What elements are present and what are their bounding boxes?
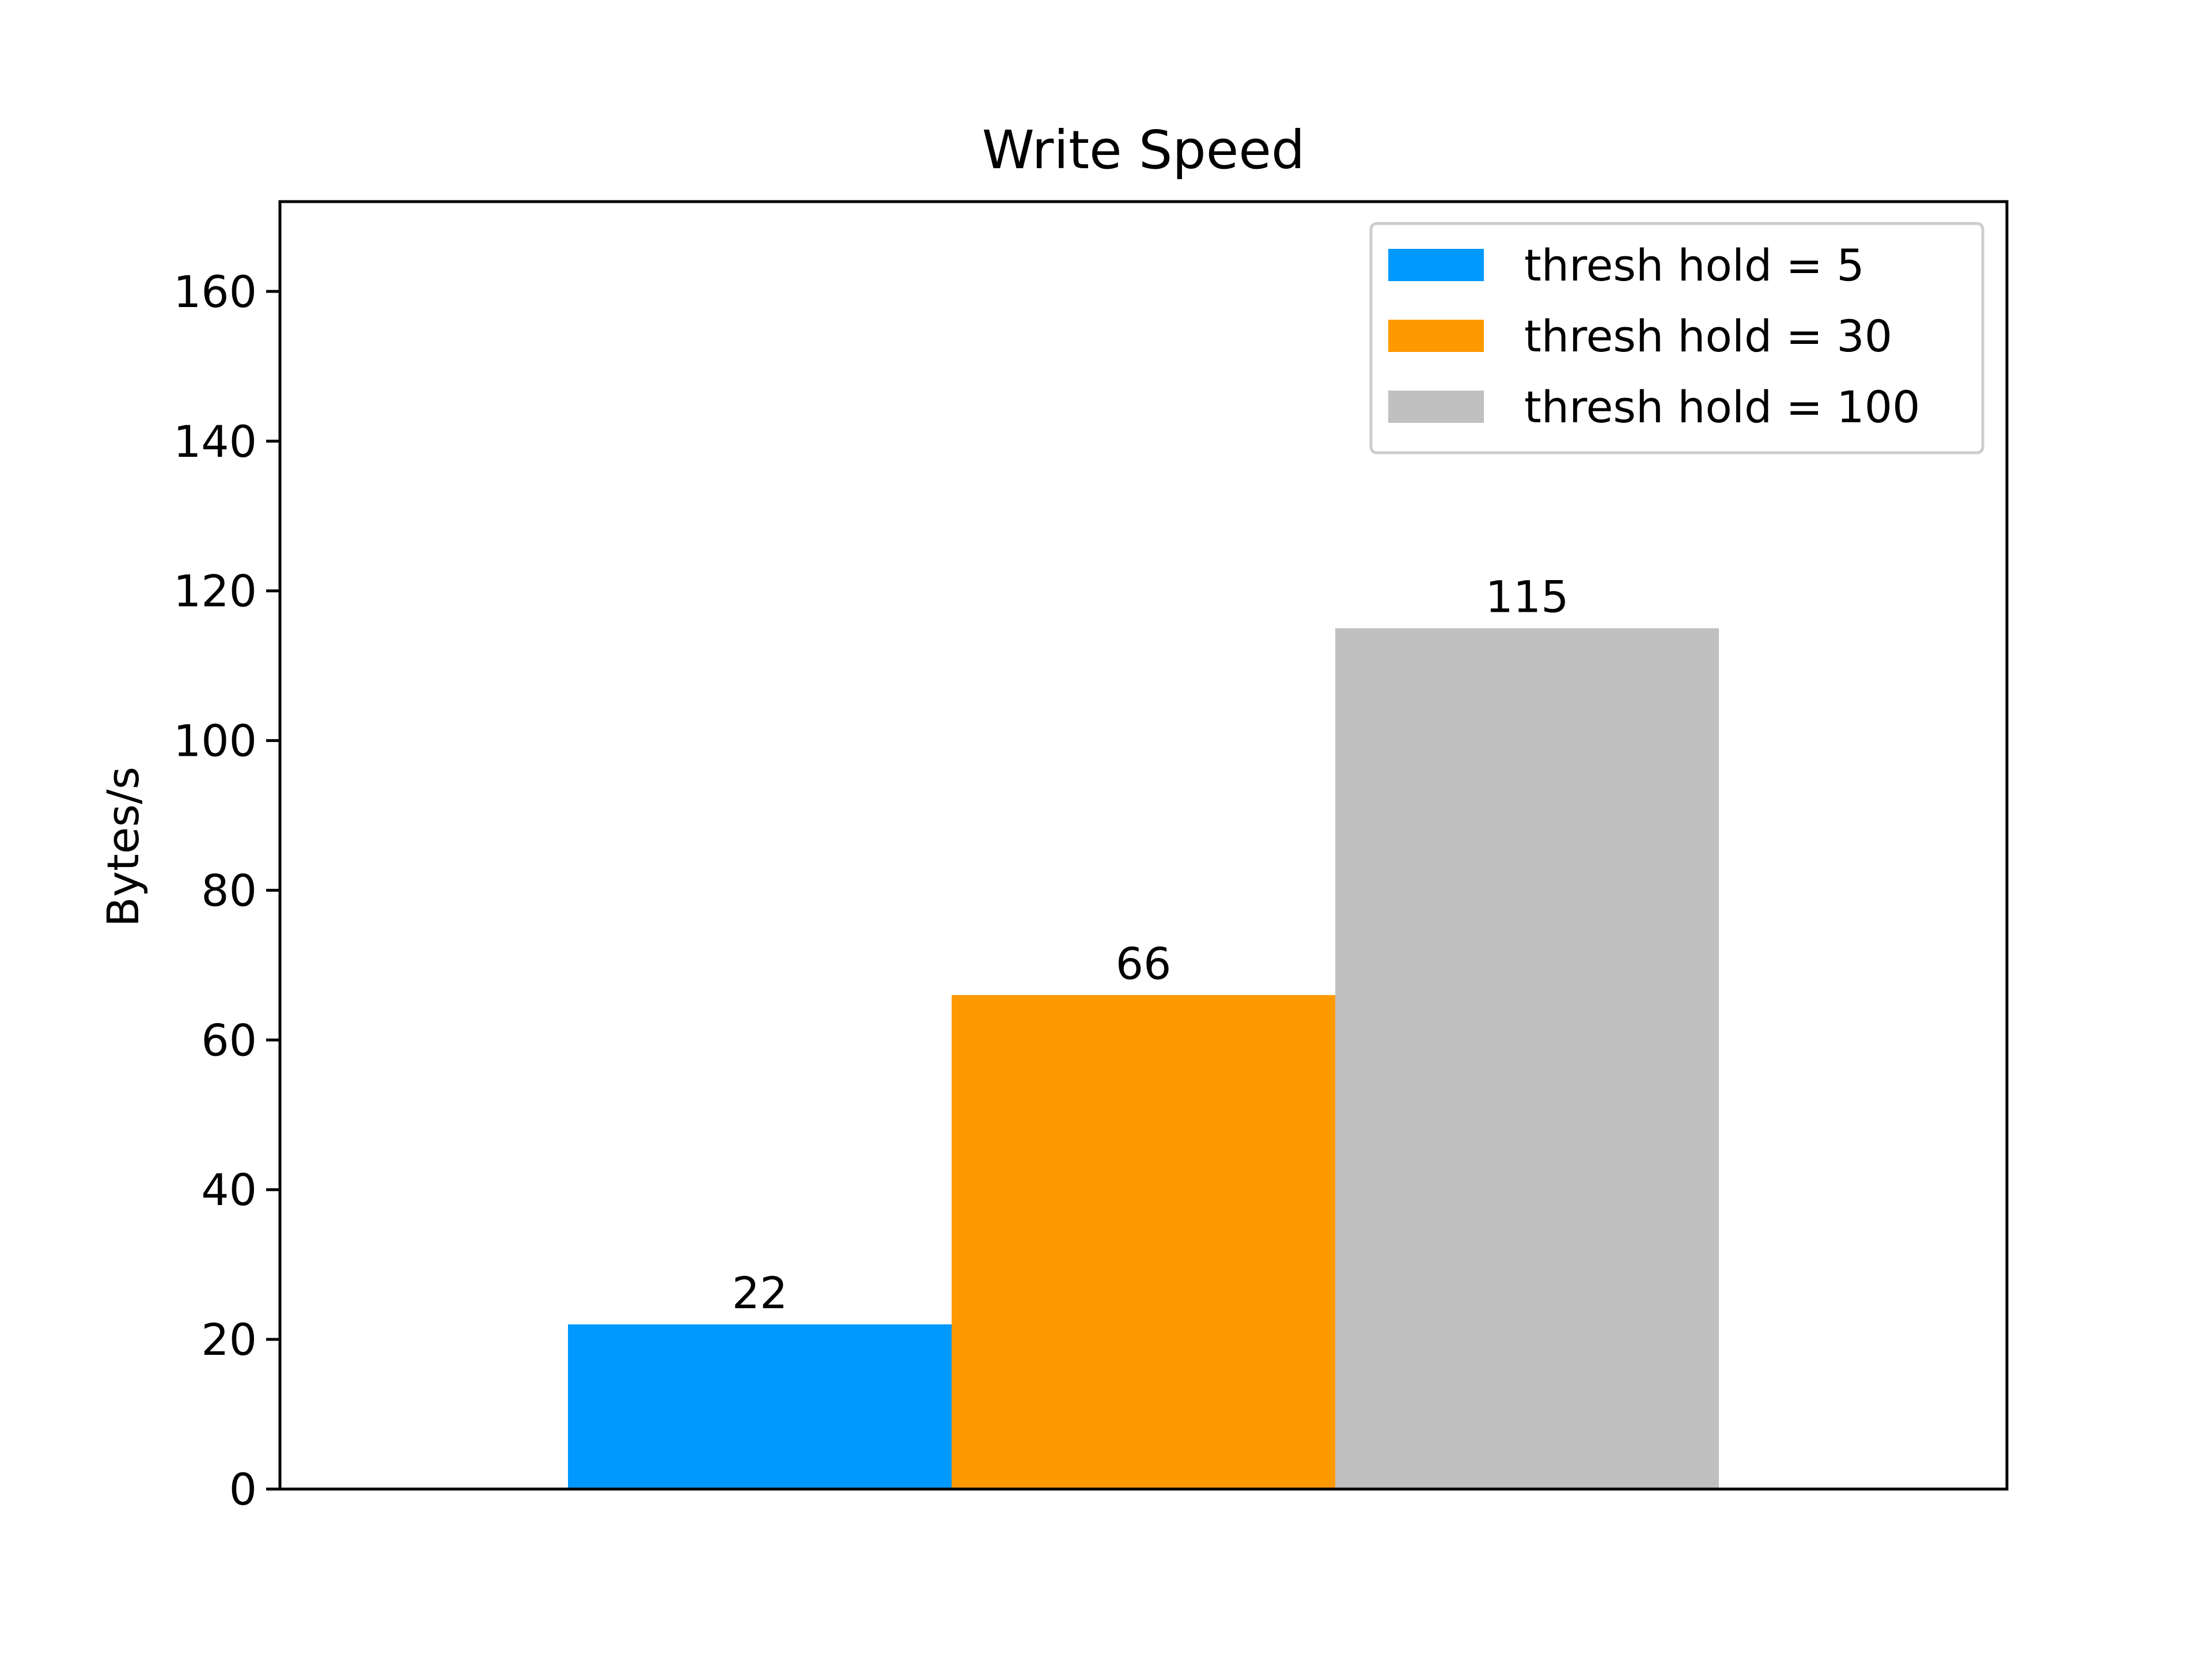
- legend-label-2: thresh hold = 30: [1524, 310, 1892, 362]
- y-tick-label-100: 100: [173, 715, 257, 767]
- legend-swatch-1: [1388, 249, 1484, 281]
- y-tick-label-120: 120: [173, 566, 257, 617]
- legend-swatch-2: [1388, 320, 1484, 352]
- bar-value-label-1: 22: [732, 1267, 788, 1319]
- legend: thresh hold = 5 thresh hold = 30 thresh ho…: [1369, 222, 1984, 454]
- bar-series-2: [952, 995, 1335, 1489]
- legend-box: [1369, 222, 1984, 454]
- bar-value-label-3: 115: [1485, 571, 1569, 623]
- y-tick-label-60: 60: [201, 1014, 257, 1066]
- bar-labels-group: 22 66 115: [732, 571, 1569, 1319]
- y-axis: 0 20 40 60 80 100 120 140 160: [173, 266, 280, 1515]
- y-tick-label-20: 20: [201, 1314, 257, 1365]
- chart-title: Write Speed: [982, 119, 1305, 181]
- bar-value-label-2: 66: [1116, 938, 1172, 989]
- y-tick-label-0: 0: [229, 1464, 257, 1515]
- plot-area-frame: [278, 200, 2009, 1491]
- bar-series-1: [568, 1324, 952, 1489]
- y-axis-label: Bytes/s: [97, 767, 149, 927]
- legend-label-3: thresh hold = 100: [1524, 381, 1920, 433]
- y-tick-label-140: 140: [173, 416, 257, 467]
- bar-series-3: [1335, 628, 1719, 1489]
- y-tick-label-80: 80: [201, 865, 257, 916]
- y-tick-label-40: 40: [201, 1164, 257, 1215]
- bars-group: [568, 628, 1719, 1489]
- legend-label-1: thresh hold = 5: [1524, 240, 1865, 291]
- legend-swatch-3: [1388, 391, 1484, 423]
- y-tick-label-160: 160: [173, 266, 257, 317]
